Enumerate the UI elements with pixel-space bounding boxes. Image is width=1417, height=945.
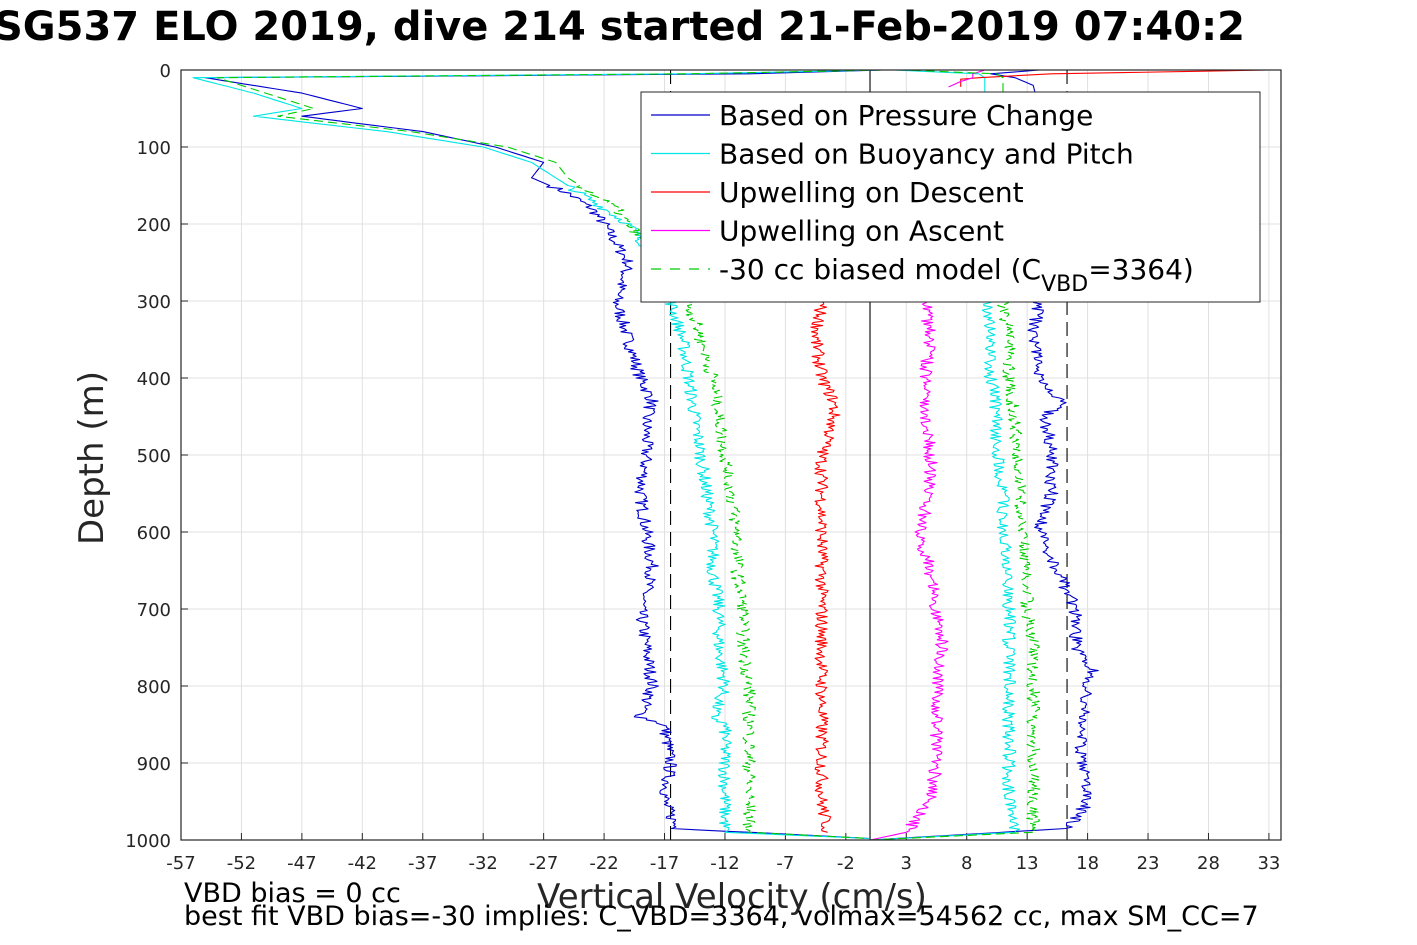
chart-title: SG537 ELO 2019, dive 214 started 21-Feb-… [0,4,1245,50]
x-axis-label: Vertical Velocity (cm/s) [537,877,927,917]
y-tick-label: 1000 [125,831,171,852]
x-tick-label: -2 [837,853,855,874]
y-tick-label: 200 [137,215,171,236]
y-tick-label: 900 [137,754,171,775]
y-tick-label: 600 [137,523,171,544]
x-tick-label: 23 [1137,853,1160,874]
y-tick-label: 0 [160,61,171,82]
y-tick-label: 400 [137,369,171,390]
legend-label-part: -30 cc biased model (C [719,253,1041,286]
series-line-4 [869,300,949,841]
legend: Based on Pressure Change Based on Buoyanc… [640,91,1261,303]
footer-vbd-bias: VBD bias = 0 cc [184,878,401,909]
x-tick-label: -17 [650,853,679,874]
axes-box [180,69,1282,841]
series-line-2 [192,69,883,840]
x-tick-label: 18 [1076,853,1099,874]
series-line-3 [810,300,841,833]
legend-label: Upwelling on Descent [719,176,1024,209]
legend-label-subscript: VBD [1041,272,1088,297]
y-tick-label: 100 [137,138,171,159]
series-line-5 [869,69,1041,841]
series-line-1 [204,69,883,840]
x-tick-label: -22 [589,853,618,874]
x-tick-label: 28 [1197,853,1220,874]
x-tick-label: -52 [227,853,256,874]
x-tick-label: 13 [1016,853,1039,874]
y-axis-label: Depth (m) [72,370,112,546]
y-tick-label: 800 [137,677,171,698]
x-tick-label: -12 [710,853,739,874]
y-tick-label: 700 [137,600,171,621]
legend-label: Based on Pressure Change [719,99,1093,132]
y-tick-label: 300 [137,292,171,313]
x-tick-label: -27 [529,853,558,874]
series-line-3 [960,69,1269,87]
x-tick-label: 3 [901,853,912,874]
legend-label: Based on Buoyancy and Pitch [719,138,1134,171]
x-tick-label: -57 [166,853,195,874]
x-tick-label: -32 [468,853,497,874]
x-tick-label: -7 [776,853,794,874]
footer-best-fit: best fit VBD bias=-30 implies: C_VBD=336… [184,901,1259,932]
y-tick-labels: 0 100 200 300 400 500 600 700 800 900 1000 [125,61,171,852]
legend-label: Upwelling on Ascent [719,215,1004,248]
x-tick-label: 33 [1257,853,1280,874]
legend-box [640,91,1261,303]
y-tick-label: 500 [137,446,171,467]
legend-label-part: =3364) [1088,253,1194,286]
x-tick-label: -42 [348,853,377,874]
series-layer [192,69,1269,841]
x-tick-label: 8 [961,853,972,874]
series-line-5 [216,69,883,840]
legend-label: -30 cc biased model (CVBD=3364) [719,253,1194,297]
x-tick-labels: -57 -52 -47 -42 -37 -32 -27 -22 -17 -12 -7 -2 3 8 13 18… [166,853,1280,874]
x-tick-label: -47 [287,853,316,874]
x-tick-label: -37 [408,853,437,874]
